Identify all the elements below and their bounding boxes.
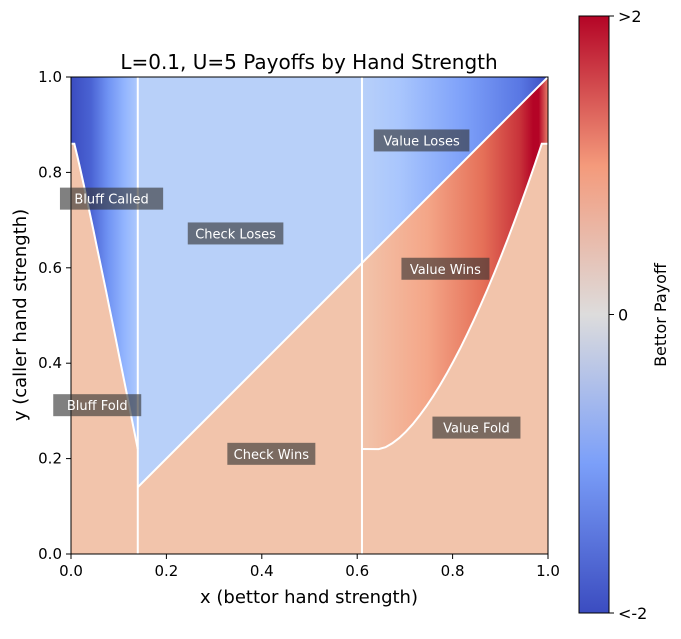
y-tick-label: 0.0 [38, 545, 62, 563]
colorbar-tick-label: 0 [618, 306, 628, 325]
plot-frame [70, 76, 549, 555]
check-loses-region [137, 77, 362, 488]
check-boundary-line [137, 77, 548, 488]
region-label-box [187, 222, 284, 245]
region-label-text: Value Wins [410, 263, 481, 278]
x-axis-label: x (bettor hand strength) [200, 587, 418, 608]
region-label-value-loses: Value Loses [373, 129, 470, 152]
x-tick-label: 0.8 [441, 562, 465, 580]
x-tick-label: 0.0 [59, 562, 83, 580]
region-label-box [432, 416, 521, 439]
x-tick-label: 0.4 [250, 562, 274, 580]
region-label-box [227, 442, 316, 465]
axes: 0.0 0.2 0.4 0.6 0.8 1.0 0.0 0.2 0.4 0.6 0.8 1.0 [38, 68, 560, 580]
y-tick-label: 0.8 [38, 163, 62, 181]
x-tick-label: 0.2 [154, 562, 178, 580]
y-tick-label: 0.6 [38, 259, 62, 277]
region-label-box [401, 257, 490, 280]
region-label-check-wins: Check Wins [227, 442, 316, 465]
region-label-text: Value Fold [443, 422, 510, 437]
y-tick-label: 0.4 [38, 354, 62, 372]
bluff-call-curve [71, 142, 139, 450]
region-labels: Bluff Called Check Loses Value Loses Value … [53, 129, 521, 465]
colorbar-gradient [578, 15, 610, 614]
region-label-text: Check Loses [195, 227, 276, 242]
colorbar-tick-label: >2 [618, 7, 642, 26]
colorbar-label: Bettor Payoff [651, 262, 670, 367]
region-label-text: Check Wins [234, 448, 310, 463]
region-label-check-loses: Check Loses [187, 222, 284, 245]
plot-area [70, 76, 549, 555]
region-label-value-fold: Value Fold [432, 416, 521, 439]
plot-fill [71, 77, 548, 554]
x-tick-label: 0.6 [345, 562, 369, 580]
region-label-text: Bluff Called [74, 193, 148, 208]
region-label-text: Value Loses [383, 134, 460, 149]
region-label-bluff-called: Bluff Called [59, 187, 164, 210]
colorbar-tick-label: <-2 [618, 604, 647, 623]
y-tick-label: 0.2 [38, 450, 62, 468]
value-call-curve [361, 142, 548, 451]
colorbar: >2 0 <-2 [578, 7, 647, 623]
region-label-box [373, 129, 470, 152]
region-label-bluff-fold: Bluff Fold [53, 394, 142, 417]
y-axis-label: y (caller hand strength) [10, 209, 31, 421]
x-tick-label: 1.0 [536, 562, 560, 580]
region-label-text: Bluff Fold [67, 399, 128, 414]
chart-title: L=0.1, U=5 Payoffs by Hand Strength [120, 50, 497, 74]
region-label-box [59, 187, 164, 210]
y-tick-label: 1.0 [38, 68, 62, 86]
bluff-called-region [71, 77, 138, 450]
region-label-value-wins: Value Wins [401, 257, 490, 280]
region-label-box [53, 394, 142, 417]
